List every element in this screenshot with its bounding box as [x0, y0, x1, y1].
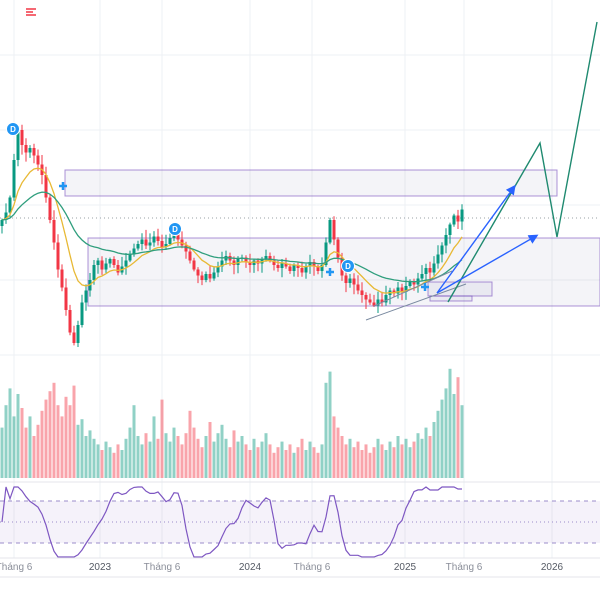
time-axis-label[interactable]: 2025 — [393, 562, 417, 573]
upper-supply-zone[interactable] — [64, 169, 558, 197]
time-axis-label[interactable]: Tháng 6 — [0, 562, 33, 573]
time-axis-label[interactable]: Tháng 6 — [143, 562, 181, 573]
time-axis-label[interactable]: 2026 — [540, 562, 564, 573]
time-axis-label[interactable]: Tháng 6 — [445, 562, 483, 573]
plus-marker[interactable] — [326, 268, 334, 276]
trend-arrow[interactable] — [436, 184, 516, 294]
mini-legend-icon — [26, 8, 36, 16]
time-axis-label[interactable]: Tháng 6 — [293, 562, 331, 573]
dividend-marker[interactable]: D — [341, 259, 355, 273]
dividend-marker[interactable]: D — [168, 222, 182, 236]
main-accumulation-zone[interactable] — [87, 237, 600, 307]
time-axis[interactable]: Tháng 6 2023 Tháng 6 2024 Tháng 6 2025 T… — [0, 560, 600, 578]
grid — [0, 0, 600, 558]
candlestick-series[interactable] — [0, 124, 464, 347]
dividend-marker-label: D — [345, 262, 351, 271]
oscillator-line — [1, 486, 462, 558]
zones — [64, 169, 600, 307]
plus-marker[interactable] — [421, 283, 429, 291]
time-axis-label[interactable]: 2023 — [88, 562, 112, 573]
projection-zigzag[interactable] — [447, 21, 598, 303]
trend-arrow[interactable] — [436, 234, 539, 294]
trendline[interactable] — [365, 283, 467, 321]
volume-series[interactable] — [0, 368, 464, 478]
time-axis-label[interactable]: 2024 — [238, 562, 262, 573]
ema-slow-line — [1, 191, 463, 283]
trendline[interactable] — [373, 270, 453, 307]
plus-marker[interactable] — [59, 182, 67, 190]
dividend-marker[interactable]: D — [6, 122, 20, 136]
dividend-marker-label: D — [172, 225, 178, 234]
ema-fast-line — [1, 167, 463, 294]
dividend-marker-label: D — [10, 125, 16, 134]
